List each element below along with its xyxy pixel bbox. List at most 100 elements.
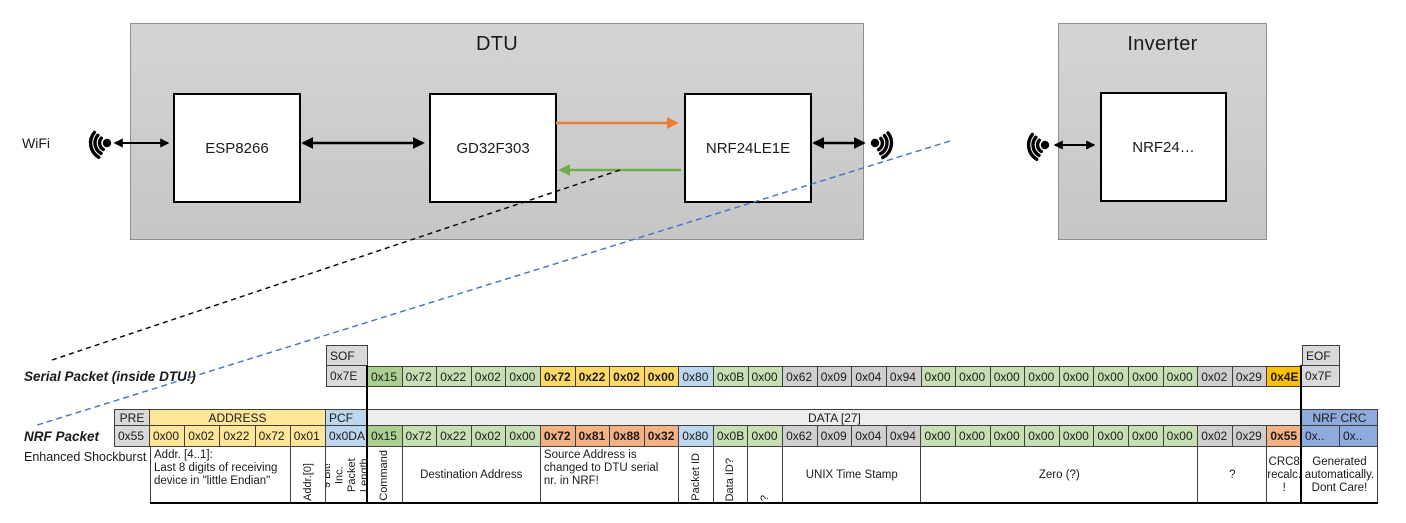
nrf-address-byte-cell: 0x00: [150, 426, 186, 447]
pcf-value-cell: 0x0DA: [325, 426, 368, 447]
chip-nrf24-inverter: NRF24…: [1100, 92, 1227, 202]
annotation-cell: UNIX Time Stamp: [783, 447, 922, 504]
serial-byte-cell: 0x94: [886, 366, 922, 387]
nrf-data-byte-cell: 0x72: [402, 426, 438, 447]
sof-header: SOF: [326, 345, 368, 366]
annotation-cell: CRC8 recalc. !: [1267, 447, 1302, 504]
nrf-data-byte-cell: 0x81: [575, 426, 611, 447]
chip-gd32f303: GD32F303: [429, 93, 557, 203]
nrf-data-byte-cell: 0x00: [1129, 426, 1164, 447]
serial-byte-cell: 0x02: [1198, 366, 1233, 387]
nrf-data-byte-cell: 0x04: [852, 426, 887, 447]
serial-byte-cell: 0x02: [610, 366, 645, 387]
wifi-icon-right: [870, 131, 894, 160]
annotation-vertical-text: 9 Bit! Inc. Packet Length: [325, 458, 368, 492]
nrf-data-byte-cell: 0x00: [1025, 426, 1060, 447]
pre-header: PRE: [114, 409, 150, 426]
serial-byte-cell: 0x72: [402, 366, 438, 387]
annotation-cell: Zero (?): [921, 447, 1199, 504]
nrf-crc-header: NRF CRC: [1301, 409, 1378, 426]
serial-byte-cell: 0x00: [506, 366, 541, 387]
data-header: DATA [27]: [367, 409, 1302, 426]
chip-nrf24le1e: NRF24LE1E: [684, 93, 812, 203]
serial-byte-cell: 0x0B: [713, 366, 749, 387]
serial-packet-label: Serial Packet (inside DTU!): [24, 369, 196, 384]
serial-packet-table: SOF EOF 0x7E 0x15 0x72 0x22 0x02 0x00 0x72 0x2…: [326, 345, 1341, 387]
nrf-data-byte-cell: 0x00: [921, 426, 957, 447]
serial-byte-cell: 0x80: [679, 366, 714, 387]
eof-header: EOF: [1302, 345, 1341, 366]
annotation-cell: Command: [367, 447, 403, 504]
nrf-data-byte-cell: 0x94: [886, 426, 922, 447]
eof-value-cell: 0x7F: [1302, 366, 1341, 387]
serial-byte-cell: 0x22: [575, 366, 611, 387]
nrf-data-byte-cell: 0x62: [783, 426, 818, 447]
nrf-data-byte-cell: 0x00: [956, 426, 991, 447]
nrf-data-byte-cell: 0x00: [748, 426, 784, 447]
annotation-vertical-text: Command: [378, 450, 391, 501]
nrf-data-byte-cell: 0x72: [540, 426, 576, 447]
annotation-vertical-text: Data ID?: [724, 457, 737, 501]
nrf-data-byte-cell: 0x29: [1232, 426, 1268, 447]
address-header: ADDRESS: [150, 409, 326, 426]
serial-byte-cell: 0x62: [783, 366, 818, 387]
thick-divider-right: [1300, 365, 1302, 504]
nrf-data-byte-cell: 0x00: [1163, 426, 1199, 447]
nrf-data-byte-cell: 0x15: [367, 426, 403, 447]
nrf-data-byte-cell: 0x02: [471, 426, 507, 447]
nrf-data-byte-cell: 0x00: [1059, 426, 1095, 447]
serial-byte-cell: 0x02: [471, 366, 507, 387]
nrf-data-byte-cell: 0x0B: [713, 426, 749, 447]
annotation-cell: Addr.[0]: [290, 447, 326, 504]
serial-byte-cell: 0x00: [990, 366, 1026, 387]
serial-byte-cell: 0x4E: [1267, 366, 1303, 387]
serial-byte-cell: 0x00: [748, 366, 784, 387]
thick-divider-bottom: [150, 502, 1378, 504]
annotation-cell: Packet ID: [679, 447, 714, 504]
annotation-cell: 9 Bit! Inc. Packet Length: [325, 447, 368, 504]
inverter-block: Inverter: [1058, 23, 1267, 240]
annotation-cell: Generated automatically. Dont Care!: [1301, 447, 1378, 504]
enhanced-shockburst-label: Enhanced Shockburst: [24, 450, 147, 464]
wifi-icon-inverter: [1026, 132, 1050, 161]
nrf-data-byte-cell: 0x80: [679, 426, 714, 447]
nrf-data-byte-cell: 0x55: [1267, 426, 1302, 447]
nrf-packet-label: NRF Packet: [24, 429, 100, 444]
serial-byte-cell: 0x00: [644, 366, 680, 387]
nrf-packet-table: PRE ADDRESS PCF DATA [27] NRF CRC 0x55 0…: [114, 409, 1378, 504]
sof-value-cell: 0x7E: [326, 366, 368, 387]
serial-byte-cell: 0x00: [1059, 366, 1095, 387]
serial-byte-cell: 0x00: [1129, 366, 1164, 387]
annotation-cell: Destination Address: [402, 447, 541, 504]
chip-esp8266: ESP8266: [173, 93, 301, 203]
serial-byte-cell: 0x72: [540, 366, 576, 387]
nrf-address-byte-cell: 0x72: [255, 426, 291, 447]
nrf-address-byte-cell: 0x22: [220, 426, 256, 447]
annotation-vertical-text: Packet ID: [689, 453, 702, 501]
nrf-data-byte-cell: 0x00: [1094, 426, 1129, 447]
serial-byte-cell: 0x00: [921, 366, 957, 387]
pre-value-cell: 0x55: [114, 426, 150, 447]
nrf-data-byte-cell: 0x00: [506, 426, 541, 447]
wifi-label: WiFi: [22, 135, 50, 151]
annotation-cell: ?: [748, 447, 784, 504]
serial-byte-cell: 0x04: [852, 366, 887, 387]
nrf-address-byte-cell: 0x02: [185, 426, 221, 447]
serial-byte-cell: 0x09: [817, 366, 853, 387]
annotation-vertical-text: Addr.[0]: [301, 463, 314, 501]
nrf-data-byte-cell: 0x02: [1198, 426, 1233, 447]
nrf-data-byte-cell: 0x22: [437, 426, 472, 447]
serial-byte-cell: 0x00: [1163, 366, 1199, 387]
serial-byte-cell: 0x22: [437, 366, 472, 387]
nrf-crc-byte-cell: 0x..: [1339, 426, 1378, 447]
dtu-title: DTU: [475, 33, 518, 55]
nrf-data-byte-cell: 0x00: [990, 426, 1026, 447]
annotation-cell: Addr. [4..1]: Last 8 digits of receiving…: [150, 447, 291, 504]
nrf-crc-byte-cell: 0x..: [1301, 426, 1340, 447]
nrf-address-byte-cell: 0x01: [290, 426, 326, 447]
nrf-data-byte-cell: 0x32: [644, 426, 680, 447]
annotation-row-spacer: [114, 447, 150, 504]
annotation-cell: Data ID?: [713, 447, 749, 504]
serial-header-spacer: [368, 345, 1302, 366]
serial-byte-cell: 0x29: [1232, 366, 1268, 387]
